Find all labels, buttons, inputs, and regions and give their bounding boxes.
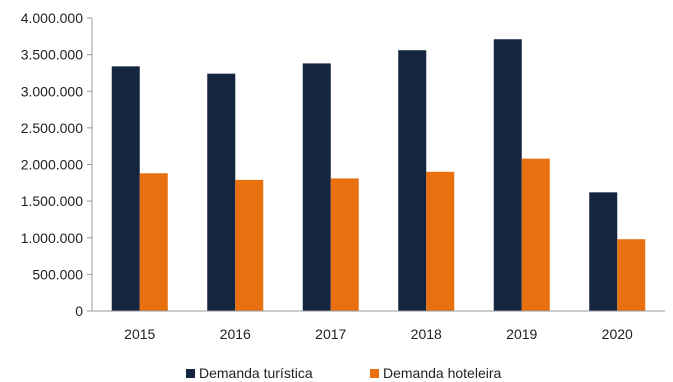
y-axis-ticks: 0 500.000 1.000.000 1.500.000 2.000.000 2.500… xyxy=(21,10,92,319)
y-tick-label: 1.500.000 xyxy=(21,193,83,209)
bar-demanda-turistica-2019 xyxy=(493,39,522,312)
y-tick-label: 3.000.000 xyxy=(21,83,83,99)
x-tick-label: 2020 xyxy=(602,326,633,342)
bar-demanda-hoteleira-2018 xyxy=(426,171,455,311)
bar-demanda-hoteleira-2019 xyxy=(521,158,550,311)
bar-demanda-hoteleira-2020 xyxy=(617,239,646,311)
y-tick-label: 1.000.000 xyxy=(21,230,83,246)
bar-demanda-hoteleira-2016 xyxy=(235,179,264,311)
legend-label: Demanda turística xyxy=(199,365,313,381)
y-tick-label: 2.000.000 xyxy=(21,157,83,173)
y-tick-label: 3.500.000 xyxy=(21,47,83,63)
bar-demanda-hoteleira-2015 xyxy=(139,173,168,311)
y-tick-label: 2.500.000 xyxy=(21,120,83,136)
legend-swatch xyxy=(370,369,379,378)
x-tick-label: 2017 xyxy=(315,326,346,342)
x-axis-ticks: 2015 2016 2017 2018 2019 2020 xyxy=(124,326,633,342)
y-tick-label: 0 xyxy=(75,303,83,319)
x-tick-label: 2016 xyxy=(220,326,251,342)
x-tick-label: 2015 xyxy=(124,326,155,342)
bar-demanda-turistica-2020 xyxy=(589,192,618,311)
legend-swatch xyxy=(186,369,195,378)
bar-demanda-hoteleira-2017 xyxy=(330,178,359,311)
bar-demanda-turistica-2018 xyxy=(398,50,427,311)
bar-demanda-turistica-2017 xyxy=(302,63,331,311)
x-tick-label: 2018 xyxy=(411,326,442,342)
legend-label: Demanda hoteleira xyxy=(383,365,502,381)
bar-demanda-turistica-2016 xyxy=(207,73,236,311)
bar-demanda-turistica-2015 xyxy=(111,66,140,311)
bars xyxy=(111,39,646,312)
y-tick-label: 500.000 xyxy=(32,266,83,282)
legend: Demanda turística Demanda hoteleira xyxy=(186,365,502,381)
x-tick-label: 2019 xyxy=(506,326,537,342)
y-tick-label: 4.000.000 xyxy=(21,10,83,26)
